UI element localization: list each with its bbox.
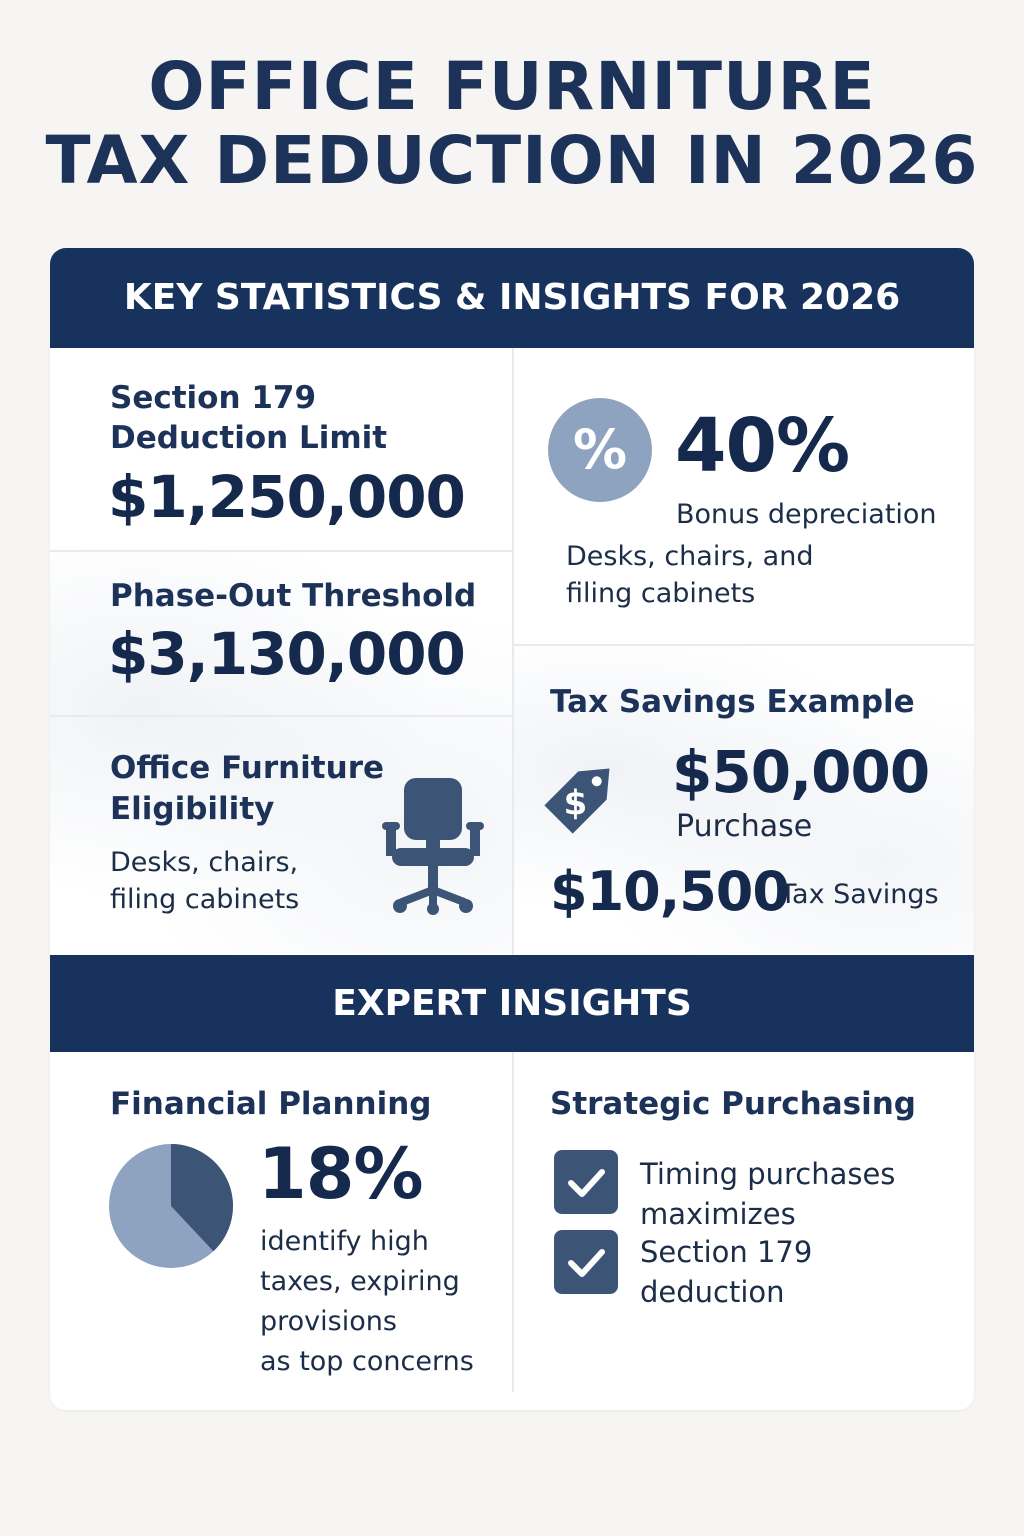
pie-chart-icon xyxy=(109,1144,234,1268)
strategic-item-2: Section 179 deduction xyxy=(640,1232,812,1312)
eligibility-label-line1: Office Furniture xyxy=(110,750,385,786)
purchase-label: Purchase xyxy=(676,809,813,844)
title-line-1: OFFICE FURNITURE xyxy=(148,48,876,125)
financial-desc-line: as top concerns xyxy=(260,1346,474,1377)
percent-icon: % xyxy=(548,398,652,502)
strategic-item-line: maximizes xyxy=(640,1197,796,1231)
phaseout-label: Phase-Out Threshold xyxy=(110,578,477,614)
financial-label: Financial Planning xyxy=(110,1086,432,1122)
page-title: OFFICE FURNITURE TAX DEDUCTION IN 2026 xyxy=(0,50,1024,198)
checkbox-checked-icon xyxy=(554,1230,618,1294)
purchase-value: $50,000 xyxy=(672,738,930,806)
eligibility-label-line2: Eligibility xyxy=(110,791,275,827)
bonus-caption: Bonus depreciation xyxy=(676,499,937,530)
bonus-value: 40% xyxy=(675,403,850,489)
section179-value: $1,250,000 xyxy=(108,463,466,531)
section179-label-line1: Section 179 xyxy=(110,380,317,416)
strategic-item-line: Section 179 xyxy=(640,1235,813,1269)
savings-label: Tax Savings Example xyxy=(550,684,915,720)
bonus-desc-line1: Desks, chairs, and xyxy=(566,541,814,572)
office-chair-icon xyxy=(382,778,484,915)
divider xyxy=(512,348,514,955)
section179-label-line2: Deduction Limit xyxy=(110,420,388,456)
divider xyxy=(50,715,512,717)
financial-desc-line: provisions xyxy=(260,1306,397,1337)
price-tag-dollar-icon: $ xyxy=(544,768,610,834)
strategic-item-line: deduction xyxy=(640,1275,785,1309)
stats-header: KEY STATISTICS & INSIGHTS FOR 2026 xyxy=(50,248,974,348)
financial-desc-line: taxes, expiring xyxy=(260,1266,460,1297)
strategic-item-1: Timing purchases maximizes xyxy=(640,1154,895,1234)
savings-value: $10,500 xyxy=(550,860,790,923)
financial-value: 18% xyxy=(258,1133,424,1215)
divider xyxy=(50,550,512,552)
checkbox-checked-icon xyxy=(554,1150,618,1214)
pie-slice xyxy=(171,1144,234,1252)
strategic-label: Strategic Purchasing xyxy=(550,1086,916,1122)
bonus-desc-line2: filing cabinets xyxy=(566,578,756,609)
eligibility-desc-line1: Desks, chairs, xyxy=(110,847,299,878)
divider xyxy=(514,644,974,646)
savings-label-text: Tax Savings xyxy=(780,879,939,910)
insights-header: EXPERT INSIGHTS xyxy=(50,955,974,1052)
phaseout-value: $3,130,000 xyxy=(108,620,466,688)
title-line-2: TAX DEDUCTION IN 2026 xyxy=(45,121,979,199)
infographic-card: KEY STATISTICS & INSIGHTS FOR 2026 Secti… xyxy=(50,248,974,1410)
financial-desc: identify high taxes, expiring provisions… xyxy=(260,1222,474,1382)
financial-desc-line: identify high xyxy=(260,1226,429,1257)
strategic-item-line: Timing purchases xyxy=(640,1157,896,1191)
svg-text:$: $ xyxy=(564,783,588,823)
divider xyxy=(512,1052,514,1392)
eligibility-desc-line2: filing cabinets xyxy=(110,884,300,915)
